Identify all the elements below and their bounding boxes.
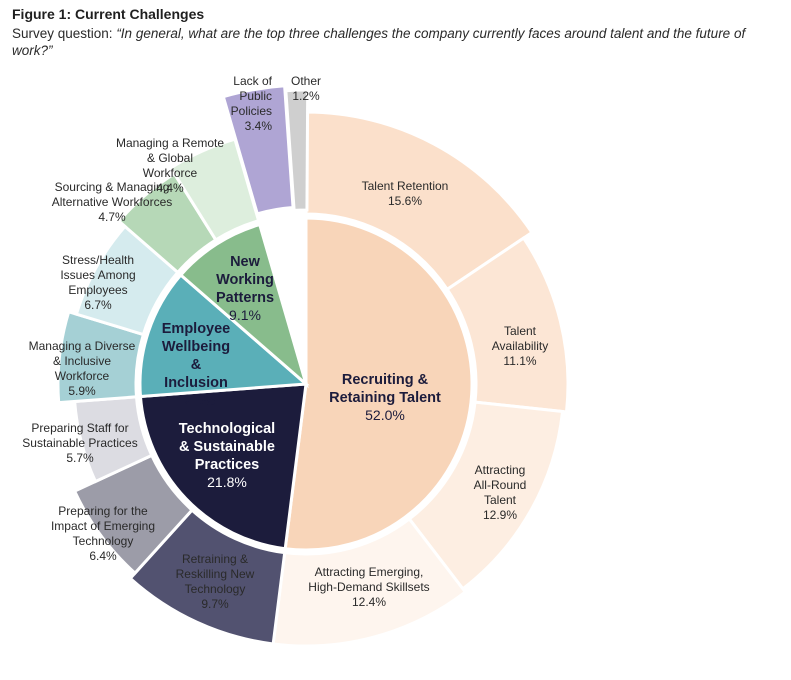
- inner-slice-recruiting-and-retaining-talent: [283, 216, 474, 552]
- outer-label-stress-health-issues-among-employees: Stress/Health Issues Among Employees 6.7%: [60, 253, 135, 312]
- inner-label-recruiting-and-retaining-talent: Recruiting & Retaining Talent 52.0%: [329, 372, 441, 423]
- outer-slice-talent-availability: [445, 236, 570, 414]
- outer-label-managing-a-remote-and-global-workforce: Managing a Remote & Global Workforce 4.4%: [116, 136, 224, 195]
- outer-label-talent-availability: Talent Availability 11.1%: [492, 324, 548, 368]
- outer-label-lack-of-public-policies: Lack of Public Policies 3.4%: [231, 74, 273, 133]
- inner-label-technological-and-sustainable-practices: Technological & Sustainable Practices 21.8%: [179, 421, 275, 490]
- outer-label-talent-retention: Talent Retention 15.6%: [362, 179, 449, 208]
- subtitle-prefix: Survey question:: [12, 26, 117, 41]
- figure-subtitle: Survey question: “In general, what are t…: [12, 25, 772, 59]
- inner-ring: [138, 216, 474, 552]
- outer-label-preparing-for-the-impact-of-emerging-technology: Preparing for the Impact of Emerging Techn…: [51, 504, 155, 563]
- outer-label-other: Other 1.2%: [291, 74, 321, 103]
- outer-slice-managing-a-diverse-and-inclusive-workforce: [56, 309, 146, 405]
- figure-title: Figure 1: Current Challenges: [12, 6, 205, 22]
- inner-slice-employee-wellbeing-and-inclusion: [138, 272, 310, 399]
- outer-label-managing-a-diverse-and-inclusive-workforce: Managing a Diverse & Inclusive Workforce 5.…: [29, 339, 136, 398]
- survey-question: “In general, what are the top three chal…: [12, 26, 746, 58]
- outer-label-preparing-staff-for-sustainable-practices: Preparing Staff for Sustainable Practices…: [22, 421, 137, 465]
- outer-label-attracting-emerging-high-demand-skillsets: Attracting Emerging, High-Demand Skillset…: [308, 565, 429, 609]
- inner-slice-new-working-patterns: [178, 222, 309, 389]
- outer-label-sourcing-and-managing-alternative-workforces: Sourcing & Managing Alternative Workforce…: [52, 180, 173, 224]
- outer-slice-other: [284, 88, 310, 213]
- inner-slice-technological-and-sustainable-practices: [138, 382, 308, 551]
- inner-label-employee-wellbeing-and-inclusion: Employee Wellbeing & Inclusion 12.6%: [162, 321, 231, 408]
- outer-ring: [56, 84, 570, 648]
- outer-slice-talent-retention: [304, 110, 535, 292]
- outer-label-retraining-and-reskilling-new-technology: Retraining & Reskilling New Technology 9.7%: [176, 552, 255, 611]
- outer-slice-retraining-and-reskilling-new-technology: [128, 507, 287, 646]
- outer-label-attracting-all-round-talent: Attracting All-Round Talent 12.9%: [474, 463, 527, 522]
- chart-labels: Recruiting & Retaining Talent 52.0% Technol…: [22, 74, 548, 611]
- inner-label-new-working-patterns: New Working Patterns 9.1%: [216, 254, 274, 323]
